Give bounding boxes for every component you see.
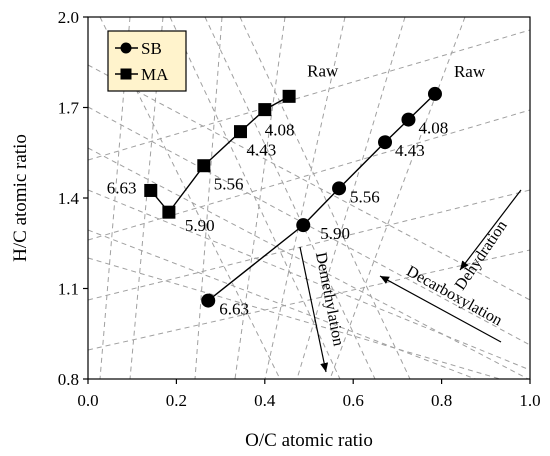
point-sb (201, 293, 216, 308)
legend-label-sb: SB (141, 39, 162, 58)
point-label-sb: 4.43 (395, 141, 425, 160)
point-label-sb: 4.08 (418, 119, 448, 138)
x-tick-label: 1.0 (519, 391, 540, 410)
point-sb (401, 112, 416, 127)
legend-marker-sb (120, 42, 132, 54)
demethylation-label: Demethylation (312, 251, 347, 348)
y-axis-title: H/C atomic ratio (10, 134, 31, 262)
x-axis-title: O/C atomic ratio (245, 430, 373, 451)
x-tick-label: 0.2 (166, 391, 187, 410)
x-tick-label: 0.8 (431, 391, 452, 410)
reference-line (264, 17, 346, 379)
point-sb (296, 218, 311, 233)
point-label-ma: 5.56 (214, 175, 244, 194)
y-tick-label: 0.8 (58, 370, 79, 389)
point-labels: Raw4.084.435.565.906.63Raw4.084.435.565.… (107, 61, 486, 318)
reference-line (88, 189, 530, 301)
reference-line (234, 17, 286, 379)
point-label-ma: 6.63 (107, 178, 137, 197)
point-sb (378, 135, 393, 150)
series-markers (144, 86, 442, 308)
reference-line (329, 17, 466, 379)
reference-line (204, 17, 376, 379)
reference-line (169, 17, 341, 379)
axes: 0.0 0.2 0.4 0.6 0.8 1.0 0.8 1.1 1.4 1.7 2.0 O/C ato… (10, 8, 541, 451)
legend-label-ma: MA (141, 65, 169, 84)
point-label-sb: 6.63 (219, 300, 249, 319)
reference-line (129, 17, 164, 379)
legend: SB MA (107, 30, 187, 92)
reference-line (88, 257, 501, 379)
point-ma (162, 205, 176, 219)
point-sb (427, 86, 442, 101)
reference-line (239, 17, 411, 379)
point-ma (258, 103, 272, 117)
reference-line (99, 17, 131, 379)
dehydration-arrow (459, 189, 522, 271)
process-arrows (299, 189, 522, 373)
point-label-ma: 4.43 (246, 141, 276, 160)
point-ma (282, 89, 296, 103)
reference-line (88, 29, 530, 161)
x-tick-label: 0.0 (77, 391, 98, 410)
x-tick-label: 0.6 (343, 391, 364, 410)
decarboxylation-arrow (379, 275, 502, 343)
y-tick-label: 1.7 (58, 99, 80, 118)
point-label-ma: Raw (307, 61, 339, 80)
reference-line (88, 64, 530, 301)
reference-line (88, 106, 530, 346)
point-label-ma: 5.90 (185, 216, 215, 235)
y-tick-label: 1.4 (58, 189, 80, 208)
legend-marker-ma (120, 68, 132, 80)
reference-line (88, 109, 530, 241)
point-ma (144, 183, 158, 197)
legend-box (107, 30, 187, 92)
point-label-sb: 5.90 (320, 224, 350, 243)
reference-line (88, 147, 530, 379)
x-tick-label: 0.4 (254, 391, 276, 410)
reference-line (88, 249, 530, 351)
point-label-ma: 4.08 (265, 121, 295, 140)
dehydration-label: Dehydration (452, 218, 511, 294)
point-sb (332, 181, 347, 196)
point-label-sb: 5.56 (350, 187, 380, 206)
y-tick-label: 1.1 (58, 280, 79, 299)
point-label-sb: Raw (454, 62, 486, 81)
decarboxylation-label: Decarboxylation (403, 263, 504, 330)
reference-line (88, 229, 477, 379)
demethylation-arrow (299, 246, 329, 373)
reference-line (194, 17, 223, 379)
point-ma (197, 159, 211, 173)
point-ma (233, 125, 247, 139)
y-tick-label: 2.0 (58, 8, 79, 27)
reference-lines (88, 17, 530, 379)
reference-line (88, 189, 530, 371)
